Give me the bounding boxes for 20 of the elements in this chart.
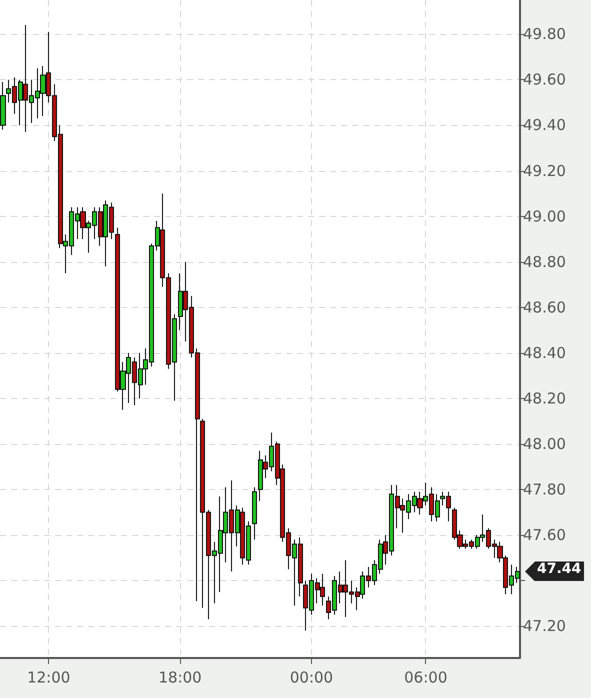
x-tick-label: 18:00 <box>158 668 202 686</box>
y-tick-label: 49.20 <box>523 162 566 180</box>
candlestick <box>0 81 6 130</box>
y-tick-label: 48.00 <box>523 434 566 453</box>
y-tick-label: 49.00 <box>523 207 566 226</box>
x-tick-label: 12:00 <box>27 668 70 686</box>
y-tick-label: 48.80 <box>523 252 566 271</box>
y-tick-label: 47.20 <box>523 617 566 636</box>
y-tick-label: 47.60 <box>523 526 566 544</box>
x-tick-label: 00:00 <box>290 668 334 686</box>
y-tick-label: 48.20 <box>523 389 566 408</box>
y-tick-label: 49.80 <box>523 25 566 44</box>
y-tick-label: 48.60 <box>523 298 566 316</box>
text: 47.44 <box>525 561 584 582</box>
y-tick-label: 49.60 <box>523 70 566 89</box>
candlestick <box>252 486 257 540</box>
y-tick-label: 47.80 <box>523 480 566 499</box>
y-tick-label: 48.40 <box>523 344 566 362</box>
y-tick-label: 49.40 <box>523 116 566 134</box>
x-tick-label: 06:00 <box>404 668 448 686</box>
